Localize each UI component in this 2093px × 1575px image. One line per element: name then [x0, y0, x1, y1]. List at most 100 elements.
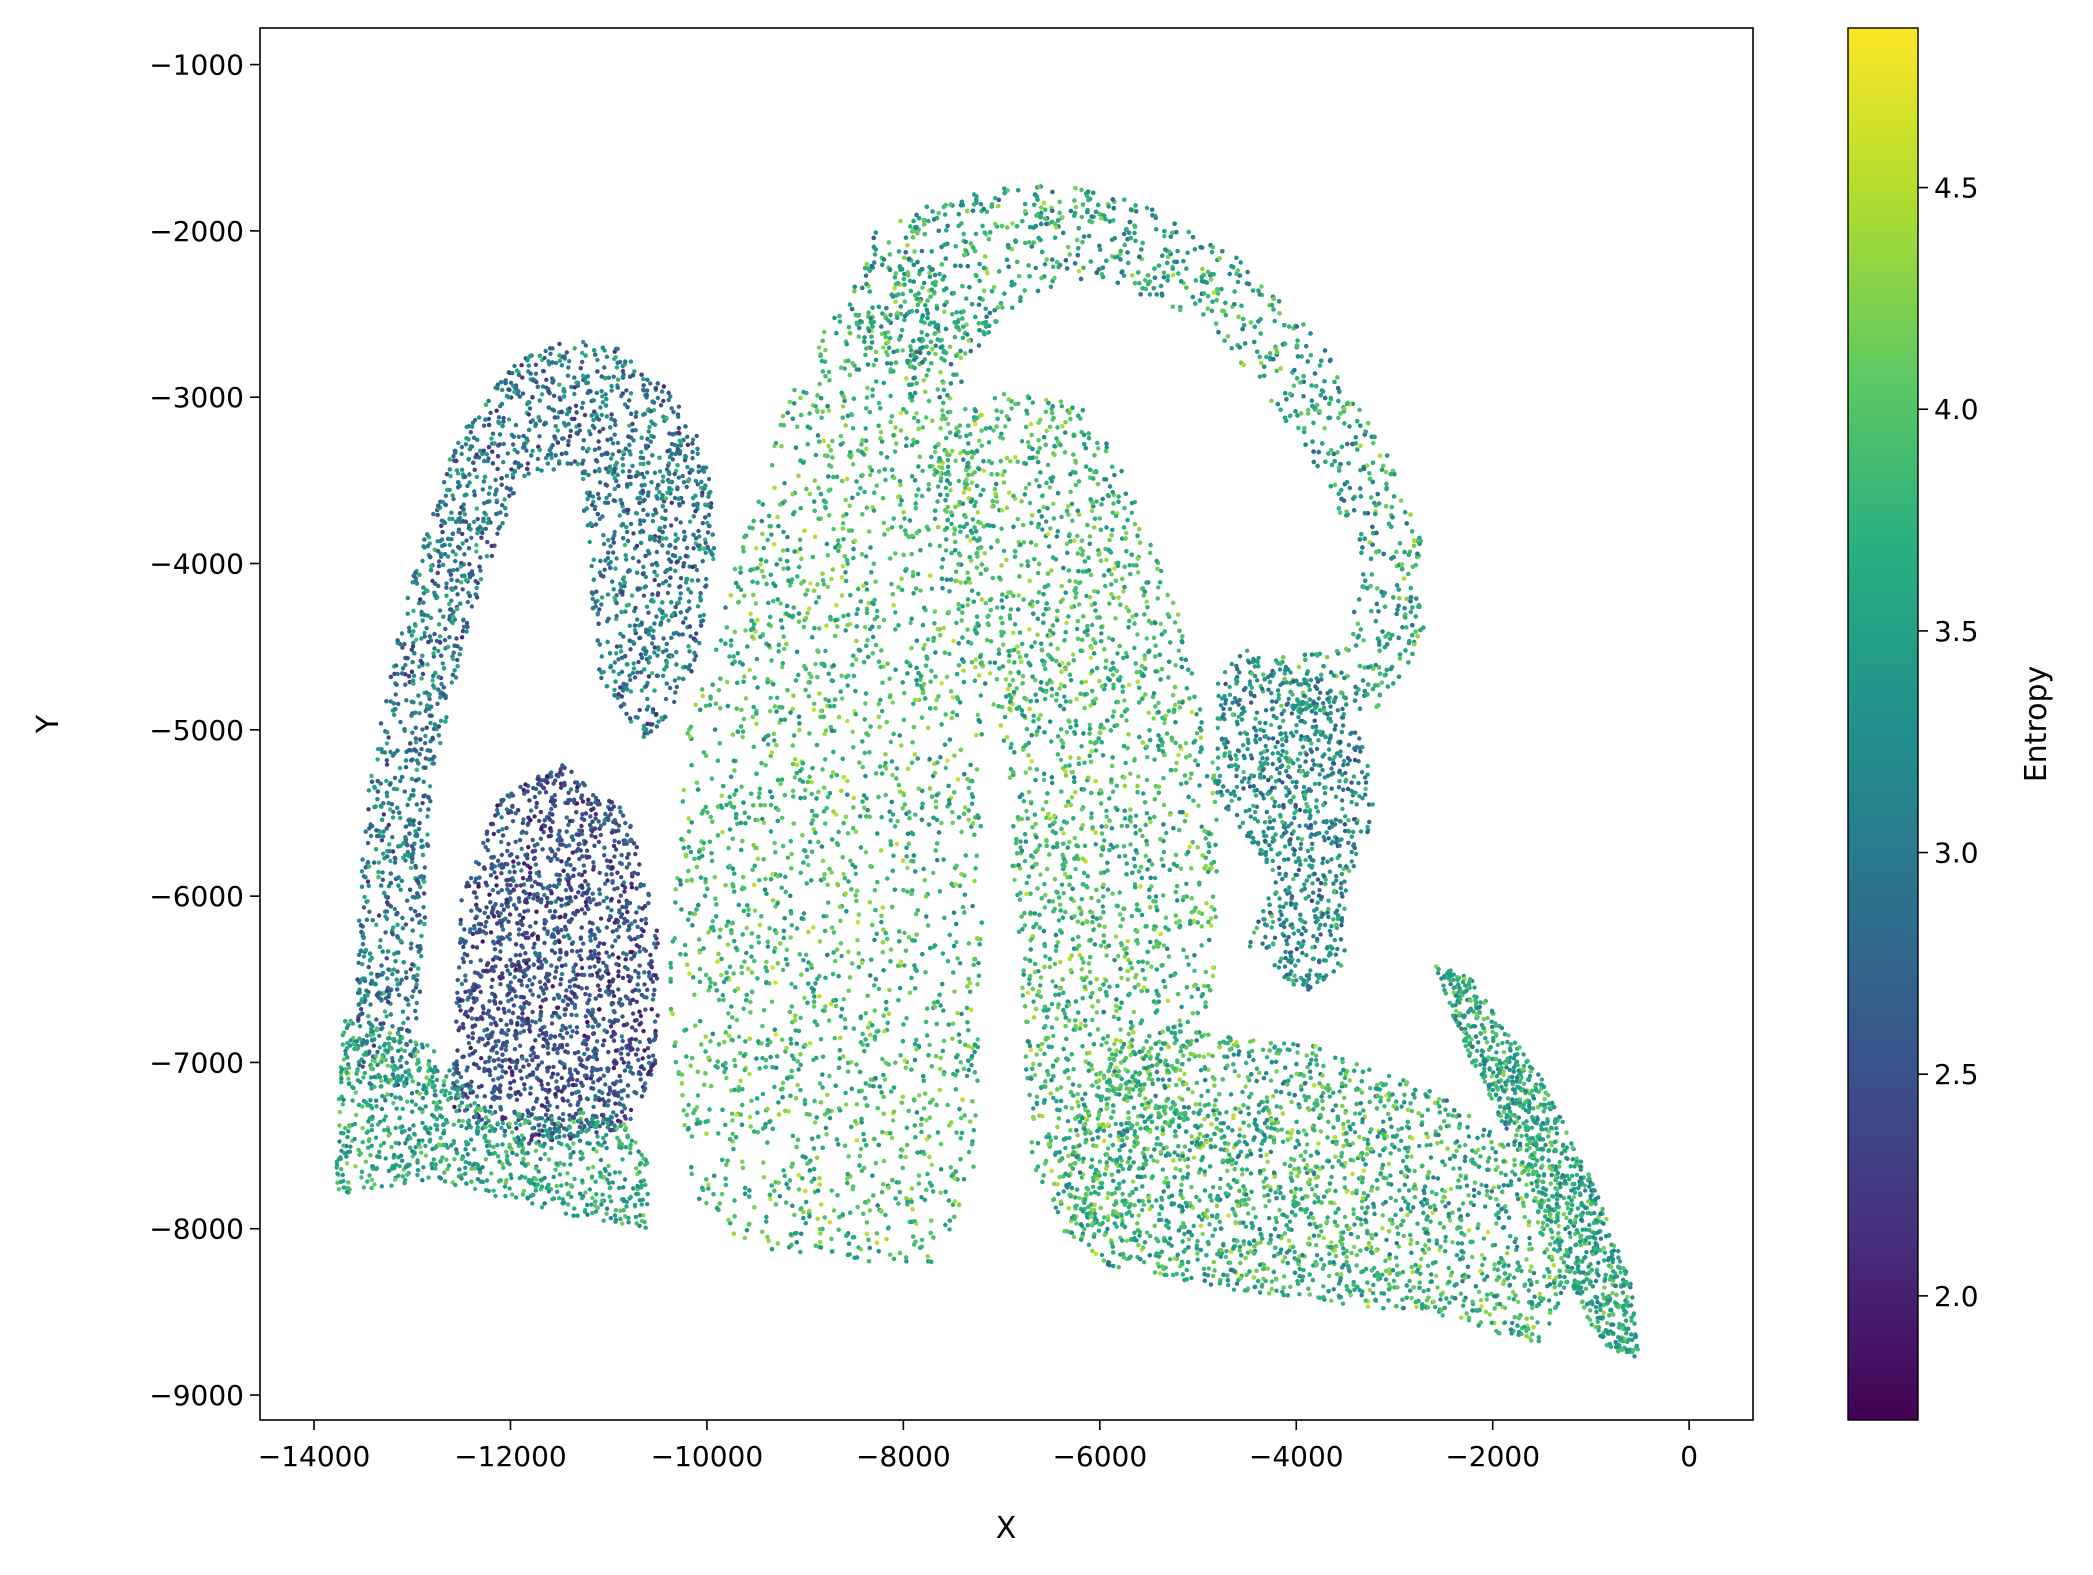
- scatter-point: [510, 1070, 515, 1075]
- scatter-point: [606, 1098, 611, 1103]
- scatter-point: [411, 673, 417, 678]
- scatter-point: [555, 1005, 561, 1010]
- scatter-point: [497, 524, 503, 529]
- scatter-point: [499, 1028, 505, 1033]
- scatter-point: [519, 1076, 524, 1081]
- scatter-point: [402, 727, 407, 732]
- scatter-point: [609, 830, 615, 835]
- scatter-point: [519, 363, 524, 368]
- scatter-point: [651, 992, 656, 997]
- scatter-point: [504, 473, 510, 479]
- scatter-point: [490, 449, 495, 454]
- scatter-point: [646, 632, 652, 637]
- scatter-point: [548, 900, 554, 905]
- scatter-point: [378, 803, 384, 809]
- scatter-point: [604, 354, 610, 359]
- scatter-point: [594, 1039, 600, 1044]
- scatter-point: [646, 429, 651, 434]
- scatter-point: [594, 1114, 599, 1120]
- scatter-point: [339, 1080, 344, 1085]
- scatter-point: [649, 419, 654, 424]
- scatter-point: [563, 1007, 568, 1012]
- scatter-point: [597, 901, 602, 906]
- scatter-point: [451, 1122, 456, 1127]
- scatter-point: [689, 578, 695, 583]
- scatter-point: [512, 975, 517, 980]
- scatter-point: [624, 557, 629, 562]
- scatter-point: [365, 1179, 370, 1184]
- scatter-point: [489, 1171, 494, 1176]
- scatter-point: [413, 710, 418, 715]
- scatter-point: [395, 638, 400, 643]
- scatter-point: [361, 874, 367, 879]
- scatter-point: [344, 1161, 350, 1166]
- scatter-point: [551, 467, 556, 472]
- scatter-point: [384, 762, 390, 767]
- scatter-point: [390, 932, 395, 937]
- scatter-point: [653, 945, 659, 950]
- scatter-point: [495, 454, 501, 459]
- scatter-point: [398, 778, 403, 784]
- scatter-point: [453, 552, 458, 557]
- scatter-point: [418, 919, 423, 924]
- scatter-point: [534, 1177, 539, 1182]
- scatter-point: [587, 993, 592, 998]
- scatter-point: [469, 1079, 474, 1085]
- scatter-point: [397, 810, 402, 815]
- scatter-point: [398, 1153, 404, 1158]
- scatter-point: [557, 353, 562, 358]
- scatter-point: [676, 430, 681, 435]
- scatter-point: [555, 1104, 560, 1110]
- scatter-point: [567, 936, 572, 941]
- scatter-point: [392, 712, 397, 717]
- scatter-point: [498, 1107, 504, 1112]
- scatter-point: [461, 1054, 466, 1059]
- scatter-point: [687, 649, 692, 654]
- scatter-point: [467, 562, 472, 567]
- scatter-point: [600, 345, 605, 350]
- scatter-point: [503, 506, 508, 511]
- scatter-point: [374, 1017, 379, 1022]
- scatter-point: [676, 425, 682, 431]
- scatter-point: [597, 607, 602, 612]
- scatter-point: [706, 512, 712, 518]
- scatter-point: [460, 587, 465, 592]
- scatter-point: [631, 438, 636, 443]
- scatter-point: [596, 446, 602, 451]
- scatter-point: [373, 982, 378, 987]
- scatter-point: [407, 818, 413, 824]
- scatter-point: [491, 1188, 496, 1193]
- scatter-point: [410, 659, 415, 665]
- scatter-point: [402, 1048, 408, 1054]
- scatter-point: [606, 984, 611, 989]
- scatter-point: [598, 832, 603, 838]
- scatter-point: [346, 1076, 351, 1081]
- scatter-point: [676, 475, 681, 480]
- scatter-point: [594, 589, 599, 594]
- scatter-point: [552, 434, 557, 439]
- scatter-point: [453, 1182, 458, 1188]
- scatter-point: [410, 854, 415, 859]
- scatter-point: [638, 635, 643, 640]
- scatter-point: [552, 1034, 558, 1039]
- scatter-point: [668, 523, 674, 528]
- scatter-point: [466, 523, 472, 528]
- scatter-point: [548, 826, 553, 831]
- scatter-point: [503, 1047, 508, 1053]
- scatter-point: [504, 485, 509, 491]
- scatter-point: [392, 855, 398, 861]
- scatter-point: [525, 822, 530, 827]
- scatter-point: [486, 398, 491, 404]
- scatter-point: [468, 527, 473, 532]
- scatter-point: [539, 826, 544, 832]
- scatter-point: [402, 1083, 407, 1089]
- scatter-point: [593, 522, 599, 527]
- scatter-point: [692, 657, 697, 662]
- scatter-point: [620, 374, 626, 379]
- scatter-point: [559, 971, 565, 977]
- scatter-point: [649, 671, 655, 676]
- scatter-point: [486, 1059, 491, 1064]
- scatter-point: [544, 986, 549, 991]
- scatter-point: [593, 996, 598, 1001]
- scatter-point: [572, 346, 577, 351]
